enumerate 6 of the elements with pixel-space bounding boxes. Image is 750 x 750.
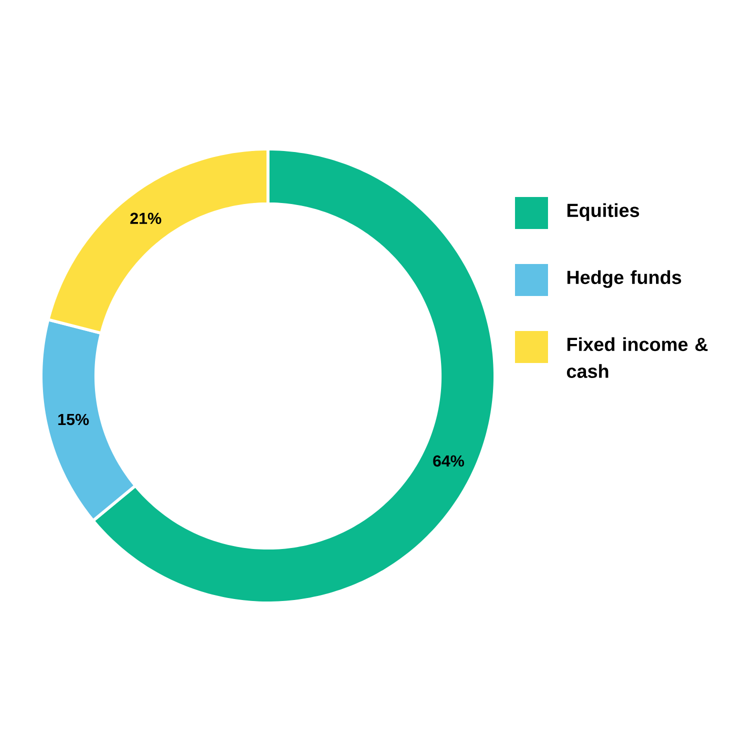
legend-label: Equities [567, 203, 640, 221]
data-label: 64% [433, 455, 464, 467]
data-label: 21% [130, 212, 162, 224]
data-label: 15% [58, 414, 89, 426]
legend-label: Fixed income & cash [566, 337, 708, 378]
legend-label: Hedge funds [567, 270, 682, 288]
